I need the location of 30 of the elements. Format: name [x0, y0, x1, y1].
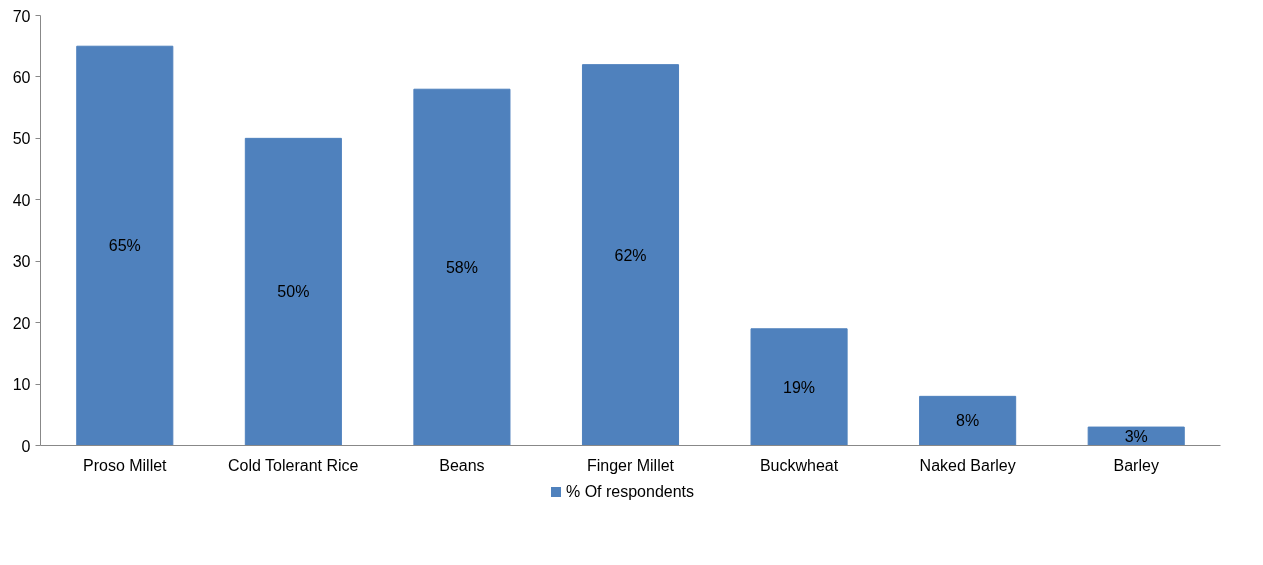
y-tick-label: 60 [12, 68, 31, 86]
bar [76, 45, 174, 446]
x-tick-label: Proso Millet [83, 456, 168, 474]
data-label: 3% [1124, 427, 1148, 445]
x-tick-label: Beans [439, 456, 485, 474]
x-tick-label: Barley [1113, 456, 1159, 474]
bar [750, 328, 848, 446]
x-tick-label: Finger Millet [586, 456, 675, 474]
y-tick-label: 50 [12, 130, 31, 148]
y-tick-label: 10 [12, 376, 31, 394]
x-tick-label: Buckwheat [759, 456, 839, 474]
bar [1087, 426, 1185, 446]
bar [244, 137, 342, 446]
legend-label: % Of respondents [565, 483, 695, 500]
x-tick-label: Cold Tolerant Rice [227, 456, 359, 474]
y-tick-label: 70 [12, 7, 31, 25]
bar [919, 395, 1017, 446]
y-tick-label: 30 [12, 253, 31, 271]
data-label: 58% [445, 258, 478, 276]
y-tick-label: 20 [12, 314, 31, 332]
y-tick-label: 0 [21, 437, 31, 455]
x-tick-label: Naked Barley [919, 456, 1016, 474]
data-label: 62% [614, 246, 647, 264]
bar [581, 64, 680, 446]
y-tick-label: 40 [12, 191, 31, 209]
data-label: 8% [956, 412, 980, 430]
bar [413, 88, 511, 446]
data-label: 50% [277, 283, 310, 301]
data-label: 19% [783, 378, 816, 396]
data-label: 65% [108, 237, 141, 255]
